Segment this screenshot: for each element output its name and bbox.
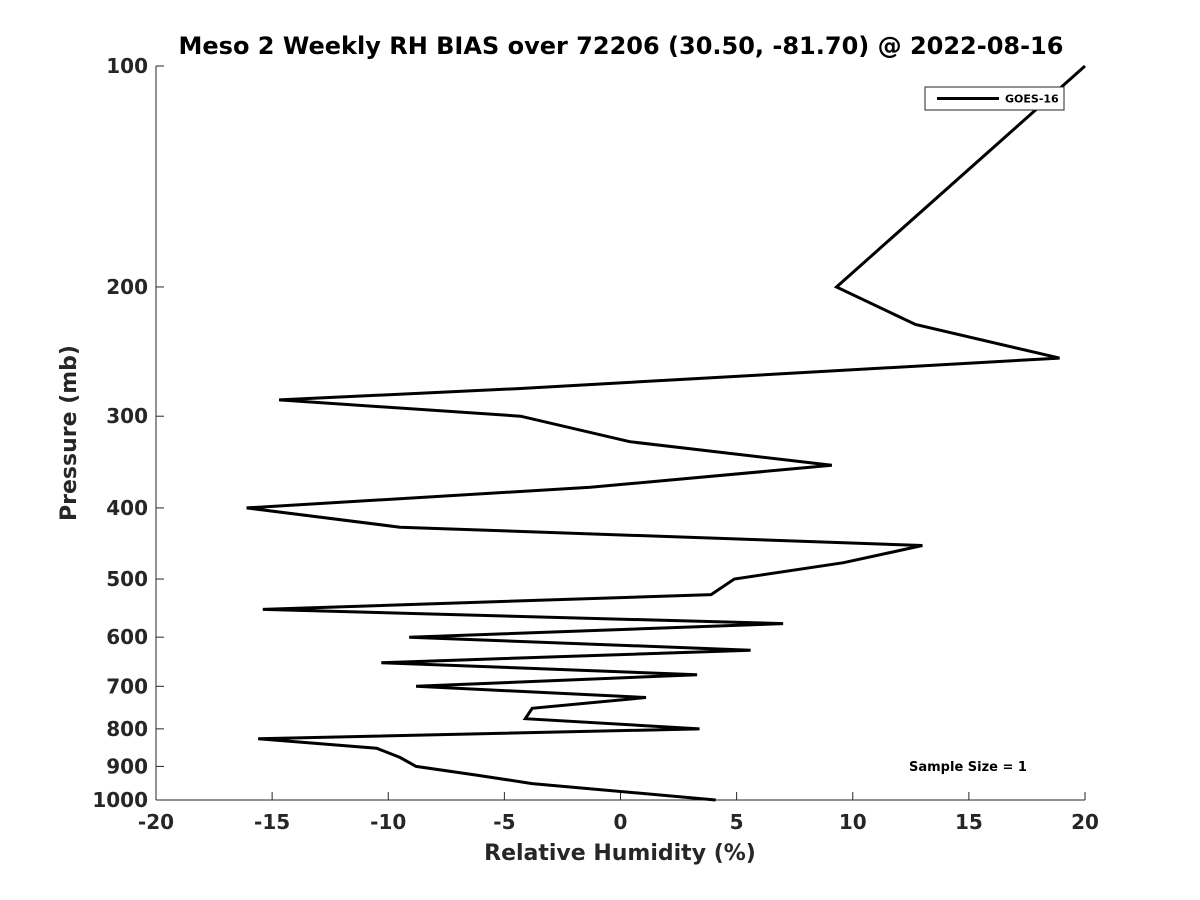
sample-size-annotation: Sample Size = 1 <box>909 760 1027 775</box>
y-tick-label: 500 <box>106 567 148 591</box>
y-tick-label: 300 <box>106 404 148 428</box>
y-tick-label: 1000 <box>92 788 148 812</box>
y-tick-label: 400 <box>106 496 148 520</box>
chart-title: Meso 2 Weekly RH BIAS over 72206 (30.50,… <box>179 32 1064 60</box>
y-tick-label: 800 <box>106 717 148 741</box>
series-layer <box>246 64 1086 802</box>
x-tick-label: -10 <box>370 810 406 834</box>
y-tick-label: 700 <box>106 674 148 698</box>
y-tick-label: 100 <box>106 54 148 78</box>
x-tick-label: 15 <box>955 810 983 834</box>
y-tick-label: 900 <box>106 754 148 778</box>
x-tick-label: 5 <box>730 810 744 834</box>
x-tick-label: -20 <box>138 810 174 834</box>
x-axis-ticks: -20 -15 -10 -5 0 5 10 15 20 <box>138 792 1099 834</box>
y-axis-ticks: 100 200 300 400 500 600 700 800 900 1000 <box>92 54 164 812</box>
x-tick-label: 0 <box>614 810 628 834</box>
x-tick-label: 10 <box>839 810 867 834</box>
legend: GOES-16 <box>924 86 1065 111</box>
y-tick-label: 200 <box>106 275 148 299</box>
x-tick-label: 20 <box>1071 810 1099 834</box>
x-tick-label: -15 <box>254 810 290 834</box>
x-axis-label: Relative Humidity (%) <box>484 841 756 866</box>
y-axis-label: Pressure (mb) <box>57 345 82 521</box>
x-tick-label: -5 <box>493 810 515 834</box>
y-tick-label: 600 <box>106 625 148 649</box>
legend-label-goes-16: GOES-16 <box>1005 93 1059 106</box>
series-line-goes-16 <box>246 64 1086 802</box>
